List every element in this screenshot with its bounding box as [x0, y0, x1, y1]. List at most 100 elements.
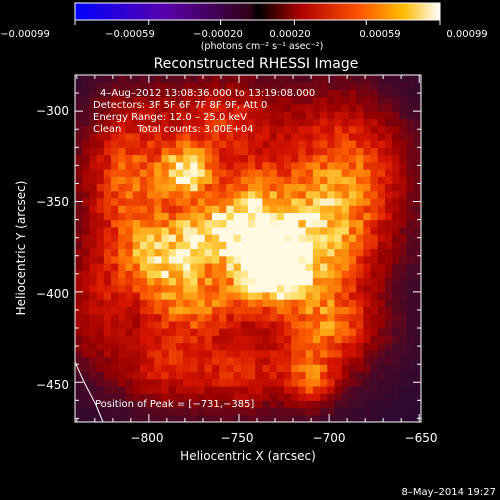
heatmap-cell	[363, 277, 372, 286]
heatmap-cell	[118, 234, 127, 242]
heatmap-cell	[276, 299, 285, 307]
heatmap-cell	[147, 75, 155, 83]
heatmap-cell	[183, 342, 191, 351]
heatmap-cell	[255, 125, 264, 134]
heatmap-cell	[327, 306, 336, 315]
heatmap-cell	[89, 183, 98, 192]
heatmap-cell	[363, 241, 372, 250]
heatmap-cell	[284, 262, 292, 271]
heatmap-cell	[298, 147, 307, 156]
heatmap-cell	[327, 190, 336, 199]
heatmap-cell	[183, 234, 191, 242]
heatmap-cell	[348, 407, 357, 416]
heatmap-cell	[204, 226, 213, 235]
heatmap-cell	[327, 335, 336, 344]
heatmap-cell	[139, 183, 148, 192]
heatmap-cell	[334, 284, 343, 293]
heatmap-cell	[240, 241, 249, 250]
heatmap-cell	[399, 400, 408, 409]
heatmap-cell	[183, 335, 191, 344]
heatmap-cell	[276, 291, 285, 300]
heatmap-cell	[204, 255, 213, 264]
heatmap-cell	[154, 82, 163, 91]
heatmap-cell	[233, 335, 242, 344]
heatmap-cell	[370, 183, 379, 192]
heatmap-cell	[298, 356, 307, 365]
heatmap-cell	[269, 255, 278, 264]
heatmap-cell	[96, 132, 105, 141]
heatmap-cell	[111, 407, 119, 416]
heatmap-cell	[118, 205, 127, 213]
heatmap-cell	[111, 320, 119, 329]
heatmap-cell	[356, 248, 364, 257]
heatmap-cell	[291, 89, 300, 98]
heatmap-cell	[334, 147, 343, 156]
heatmap-cell	[269, 96, 278, 105]
heatmap-cell	[219, 393, 227, 401]
heatmap-cell	[334, 248, 343, 257]
heatmap-cell	[111, 75, 119, 83]
heatmap-cell	[168, 335, 177, 344]
heatmap-cell	[377, 82, 386, 91]
heatmap-cell	[139, 364, 148, 372]
heatmap-cell	[284, 320, 292, 329]
heatmap-cell	[219, 147, 227, 156]
heatmap-cell	[132, 255, 141, 264]
heatmap-cell	[147, 154, 155, 163]
heatmap-cell	[147, 125, 155, 134]
heatmap-cell	[399, 313, 408, 322]
heatmap-cell	[211, 364, 220, 372]
heatmap-cell	[125, 328, 134, 336]
heatmap-cell	[348, 75, 357, 83]
heatmap-cell	[111, 393, 119, 401]
heatmap-cell	[305, 364, 314, 372]
heatmap-cell	[82, 349, 91, 358]
heatmap-cell	[111, 335, 119, 344]
heatmap-cell	[248, 197, 256, 206]
heatmap-cell	[161, 154, 170, 163]
heatmap-cell	[132, 82, 141, 91]
heatmap-cell	[154, 168, 163, 177]
heatmap-cell	[384, 291, 393, 300]
heatmap-cell	[190, 197, 199, 206]
heatmap-cell	[204, 161, 213, 170]
heatmap-cell	[327, 414, 336, 422]
heatmap-cell	[399, 385, 408, 394]
heatmap-cell	[370, 414, 379, 422]
heatmap-cell	[168, 197, 177, 206]
heatmap-cell	[320, 342, 328, 351]
heatmap-cell	[161, 407, 170, 416]
heatmap-cell	[161, 349, 170, 358]
heatmap-cell	[255, 96, 264, 105]
heatmap-cell	[75, 147, 83, 156]
heatmap-cell	[341, 313, 350, 322]
heatmap-cell	[384, 270, 393, 279]
heatmap-cell	[175, 248, 184, 257]
heatmap-cell	[111, 234, 119, 242]
heatmap-cell	[384, 205, 393, 213]
heatmap-cell	[348, 82, 357, 91]
heatmap-cell	[334, 154, 343, 163]
heatmap-cell	[312, 342, 321, 351]
heatmap-cell	[413, 284, 421, 293]
heatmap-cell	[147, 299, 155, 307]
heatmap-cell	[139, 378, 148, 387]
heatmap-cell	[413, 385, 421, 394]
heatmap-cell	[125, 385, 134, 394]
heatmap-cell	[262, 400, 271, 409]
heatmap-cell	[312, 320, 321, 329]
heatmap-cell	[356, 219, 364, 228]
heatmap-cell	[370, 364, 379, 372]
heatmap-cell	[147, 414, 155, 422]
heatmap-cell	[226, 226, 235, 235]
heatmap-cell	[82, 342, 91, 351]
heatmap-cell	[248, 219, 256, 228]
heatmap-cell	[284, 132, 292, 141]
heatmap-cell	[154, 132, 163, 141]
heatmap-cell	[291, 125, 300, 134]
heatmap-cell	[284, 219, 292, 228]
heatmap-cell	[154, 414, 163, 422]
heatmap-cell	[305, 299, 314, 307]
heatmap-cell	[276, 414, 285, 422]
heatmap-cell	[377, 407, 386, 416]
